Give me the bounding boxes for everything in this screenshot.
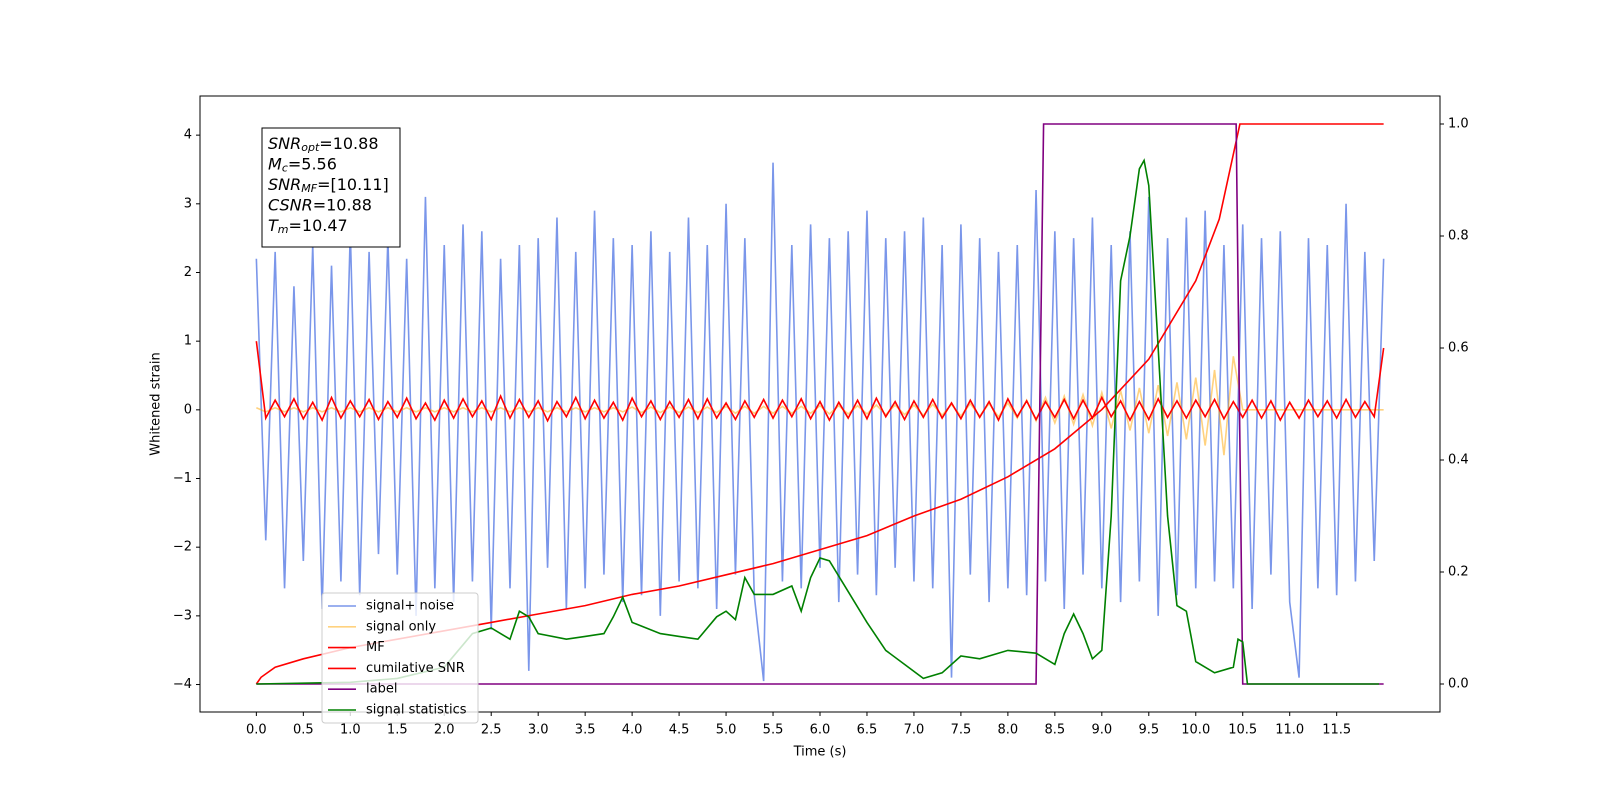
annotation-value: =10.88	[313, 195, 372, 214]
x-tick-label: 1.0	[340, 723, 361, 738]
annotation-subscript: m	[278, 223, 289, 236]
y-tick-label: −4	[173, 677, 192, 692]
legend-label: signal statistics	[366, 703, 467, 718]
legend-label: signal+ noise	[366, 599, 454, 614]
x-tick-label: 0.5	[293, 723, 314, 738]
x-tick-label: 1.5	[387, 723, 408, 738]
x-axis-label: Time (s)	[793, 745, 847, 760]
annotation: Mc=5.56	[268, 154, 337, 175]
x-tick-label: 9.5	[1138, 723, 1159, 738]
x-tick-label: 0.0	[246, 723, 267, 738]
legend-frame	[321, 592, 479, 724]
y2-tick-label: 0.4	[1448, 453, 1469, 468]
y-tick-label: −1	[173, 471, 192, 486]
legend-label: label	[366, 682, 397, 697]
y2-tick-label: 0.0	[1448, 677, 1469, 692]
y-tick-label: 4	[184, 128, 192, 143]
annotation-subscript: MF	[301, 182, 317, 195]
y-tick-label: −3	[173, 608, 192, 623]
y-tick-label: 3	[184, 196, 192, 211]
annotation-symbol: T	[268, 216, 279, 235]
y-tick-label: 0	[184, 402, 192, 417]
x-tick-label: 11.0	[1275, 723, 1304, 738]
x-tick-label: 6.0	[810, 723, 831, 738]
legend-label: cumilative SNR	[366, 661, 465, 676]
annotation-symbol: CSNR	[268, 195, 313, 214]
annotation: CSNR=10.88	[268, 195, 372, 214]
annotation-box	[261, 127, 401, 248]
y-tick-label: 2	[184, 265, 192, 280]
y2-tick-label: 0.6	[1448, 341, 1469, 356]
annotation: Tm=10.47	[268, 216, 348, 237]
annotation-subscript: c	[282, 162, 288, 175]
legend-label: signal only	[366, 619, 436, 634]
series-line	[255, 162, 1385, 682]
annotation-value: =10.47	[289, 216, 348, 235]
legend: signal+ noise signal only MF cumilative SNR…	[321, 592, 479, 724]
annotation-symbol: M	[268, 154, 282, 173]
x-tick-label: 5.5	[763, 723, 784, 738]
annotation-value: =[10.11]	[317, 175, 389, 194]
series-line	[255, 341, 1385, 423]
x-tick-label: 3.0	[528, 723, 549, 738]
x-tick-label: 4.5	[669, 723, 690, 738]
x-tick-label: 3.5	[575, 723, 596, 738]
x-tick-label: 11.5	[1322, 723, 1351, 738]
annotation-value: =10.88	[319, 134, 378, 153]
series-line	[256, 356, 1384, 456]
x-tick-label: 10.5	[1228, 723, 1257, 738]
annotation-symbol: SNR	[268, 175, 301, 194]
y2-tick-label: 1.0	[1448, 117, 1469, 132]
x-tick-label: 5.0	[716, 723, 737, 738]
y-tick-label: 1	[184, 334, 192, 349]
x-tick-label: 2.0	[434, 723, 455, 738]
x-tick-label: 8.0	[998, 723, 1019, 738]
series-line	[256, 158, 1379, 685]
annotation-subscript: opt	[301, 141, 320, 154]
annotation: SNRopt=10.88	[268, 134, 379, 155]
x-tick-label: 7.5	[951, 723, 972, 738]
x-tick-label: 4.0	[622, 723, 643, 738]
x-tick-label: 2.5	[481, 723, 502, 738]
x-tick-label: 8.5	[1045, 723, 1066, 738]
y-tick-label: −2	[173, 540, 192, 555]
x-tick-label: 9.0	[1091, 723, 1112, 738]
x-tick-label: 7.0	[904, 723, 925, 738]
annotation: SNRMF=[10.11]	[268, 175, 389, 196]
y2-tick-label: 0.8	[1448, 229, 1469, 244]
annotation-symbol: SNR	[268, 134, 301, 153]
y2-tick-label: 0.2	[1448, 565, 1469, 580]
annotation-value: =5.56	[288, 154, 337, 173]
y-axis-label: Whitened strain	[149, 352, 164, 455]
legend-label: MF	[366, 640, 385, 655]
x-tick-label: 10.0	[1181, 723, 1210, 738]
x-tick-label: 6.5	[857, 723, 878, 738]
